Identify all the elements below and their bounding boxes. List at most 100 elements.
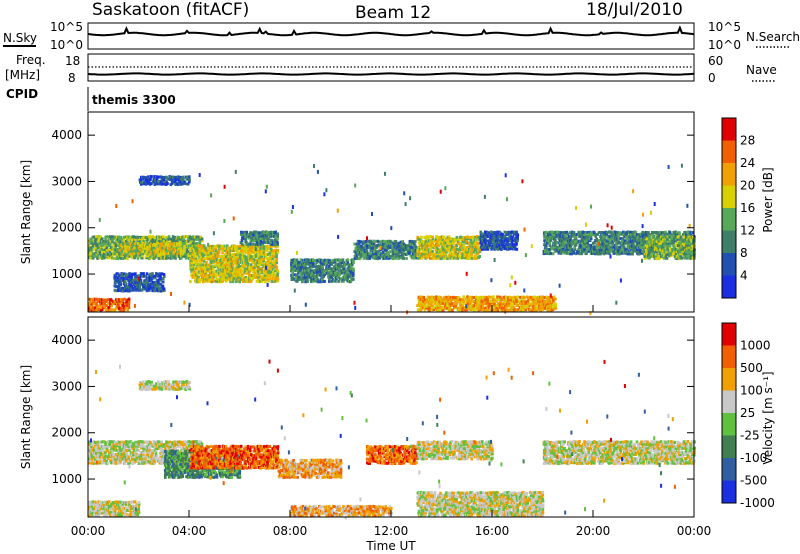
heatmap-cell — [135, 288, 138, 292]
heatmap-cell — [631, 234, 634, 238]
heatmap-cell — [160, 272, 164, 276]
heatmap-cell — [276, 241, 279, 245]
heatmap-cell — [575, 233, 579, 236]
heatmap-cell — [158, 286, 161, 290]
heatmap-cell — [267, 253, 270, 256]
heatmap-cell — [558, 246, 562, 249]
heatmap-cell — [136, 256, 140, 260]
heatmap-cell — [241, 253, 245, 257]
heatmap-cell — [590, 247, 594, 251]
heatmap-cell — [461, 306, 465, 309]
heatmap-cell — [345, 275, 349, 279]
heatmap-cell — [121, 274, 125, 278]
heatmap-cell — [626, 252, 630, 256]
heatmap-cell — [425, 246, 429, 250]
heatmap-cell — [97, 308, 100, 312]
heatmap-cell — [102, 250, 105, 254]
heatmap-cell — [135, 235, 138, 239]
heatmap-cell — [203, 257, 206, 261]
heatmap-cell — [493, 245, 496, 249]
heatmap-cell — [253, 271, 257, 275]
heatmap-cell — [538, 303, 541, 307]
heatmap-cell — [217, 273, 221, 277]
heatmap-cell — [558, 234, 562, 238]
heatmap-cell — [190, 261, 194, 265]
heatmap-cell — [425, 235, 429, 239]
heatmap-cell — [259, 252, 262, 256]
heatmap-cell — [398, 246, 401, 250]
heatmap-cell — [570, 250, 573, 253]
heatmap-cell — [125, 306, 128, 310]
heatmap-cell — [455, 237, 458, 241]
heatmap-cell — [160, 242, 163, 246]
heatmap-cell — [140, 182, 143, 186]
heatmap-cell — [581, 250, 585, 253]
heatmap-cell — [462, 299, 466, 303]
heatmap-cell — [207, 246, 211, 250]
heatmap-cell — [241, 269, 245, 273]
heatmap-cell — [580, 245, 584, 249]
heatmap-cell — [158, 288, 161, 292]
heatmap-cell — [174, 239, 178, 243]
heatmap-cell — [624, 239, 627, 243]
heatmap-cell — [431, 237, 435, 241]
heatmap-cell — [134, 272, 137, 276]
nsky-label: N.Sky — [3, 31, 37, 45]
heatmap-cell — [486, 298, 490, 302]
heatmap-cell — [343, 273, 346, 277]
heatmap-cell — [329, 262, 332, 266]
heatmap-cell — [274, 240, 277, 244]
heatmap-cell — [257, 248, 260, 252]
heatmap-cell — [534, 303, 538, 307]
heatmap-cell — [247, 255, 251, 259]
heatmap-cell — [449, 299, 453, 303]
heatmap-cell — [257, 275, 260, 279]
heatmap-cell — [475, 248, 478, 252]
heatmap-cell — [162, 180, 166, 184]
heatmap-cell — [178, 240, 182, 243]
heatmap-cell — [363, 252, 367, 256]
heatmap-cell — [424, 247, 427, 251]
heatmap-cell — [88, 246, 91, 250]
heatmap-cell — [271, 240, 275, 244]
heatmap-cell — [472, 306, 476, 310]
heatmap-cell — [419, 237, 422, 241]
heatmap-cell — [542, 252, 546, 256]
heatmap-cell — [375, 254, 378, 258]
heatmap-cell — [627, 241, 631, 245]
heatmap-cell — [486, 304, 489, 308]
heatmap-cell — [193, 251, 197, 255]
heatmap-cell — [159, 274, 162, 278]
heatmap-cell — [198, 259, 202, 262]
heatmap-cell — [392, 241, 395, 245]
heatmap-cell — [123, 276, 127, 280]
heatmap-cell — [300, 275, 304, 279]
heatmap-cell — [545, 246, 548, 249]
heatmap-cell — [119, 278, 122, 282]
heatmap-cell — [600, 243, 603, 247]
heatmap-cell — [424, 252, 428, 256]
heatmap-cell — [431, 252, 434, 256]
heatmap-cell — [256, 269, 260, 273]
heatmap-cell — [553, 295, 556, 299]
heatmap-cell — [468, 254, 471, 258]
heatmap-cell — [620, 241, 624, 245]
heatmap-cell — [371, 248, 375, 252]
heatmap-cell — [246, 261, 250, 265]
heatmap-cell — [330, 262, 334, 266]
heatmap-cell — [191, 275, 194, 279]
heatmap-cell — [392, 245, 395, 249]
heatmap-cell — [567, 235, 571, 239]
heatmap-cell — [421, 295, 424, 299]
heatmap-cell — [308, 267, 312, 271]
heatmap-cell — [450, 304, 454, 307]
heatmap-cell — [183, 255, 186, 258]
heatmap-cell — [226, 256, 229, 260]
heatmap-cell — [524, 302, 527, 305]
heatmap-cell — [229, 265, 232, 268]
heatmap-cell — [215, 263, 219, 267]
heatmap-cell — [147, 242, 150, 246]
heatmap-cell — [375, 245, 378, 249]
heatmap-cell — [217, 249, 221, 253]
heatmap-cell — [105, 300, 109, 303]
